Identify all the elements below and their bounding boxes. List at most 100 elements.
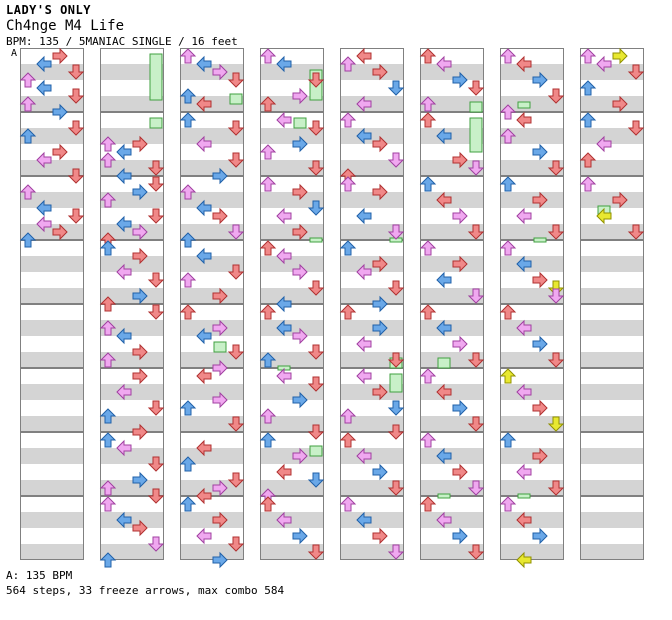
measure-box xyxy=(180,112,244,176)
beat-band xyxy=(340,208,404,224)
step-arrow xyxy=(387,224,405,240)
beat-band xyxy=(100,208,164,224)
beat-band xyxy=(180,528,244,544)
beat-band xyxy=(260,128,324,144)
step-arrow xyxy=(339,56,357,72)
freeze-arrow xyxy=(293,117,307,129)
step-arrow xyxy=(179,88,197,104)
step-arrow xyxy=(196,199,212,217)
measure-box xyxy=(260,432,324,496)
measure-box xyxy=(340,432,404,496)
step-arrow xyxy=(132,247,148,265)
beat-band xyxy=(340,96,404,112)
step-arrow xyxy=(499,104,517,120)
step-arrow xyxy=(307,72,325,88)
beat-band xyxy=(180,368,244,384)
step-arrow xyxy=(196,135,212,153)
beat-band xyxy=(100,304,164,320)
beat-band xyxy=(20,480,84,496)
beat-band xyxy=(260,208,324,224)
measure-box xyxy=(20,368,84,432)
step-arrow xyxy=(132,423,148,441)
step-arrow xyxy=(516,511,532,529)
step-arrow xyxy=(596,135,612,153)
step-arrow xyxy=(356,207,372,225)
step-arrow xyxy=(579,112,597,128)
step-arrow xyxy=(516,463,532,481)
beat-band xyxy=(500,192,564,208)
freeze-arrow xyxy=(149,117,163,129)
step-arrow xyxy=(532,335,548,353)
step-arrow xyxy=(516,319,532,337)
step-arrow xyxy=(627,64,645,80)
beat-band xyxy=(20,224,84,240)
step-arrow xyxy=(99,352,117,368)
measure-box xyxy=(180,368,244,432)
step-arrow xyxy=(36,215,52,233)
step-arrow xyxy=(387,400,405,416)
step-arrow xyxy=(99,136,117,152)
beat-band xyxy=(180,416,244,432)
beat-band xyxy=(20,320,84,336)
freeze-arrow xyxy=(437,493,451,499)
beat-band xyxy=(260,64,324,80)
step-arrow xyxy=(419,240,437,256)
measure-box xyxy=(500,48,564,112)
beat-band xyxy=(20,144,84,160)
step-arrow xyxy=(52,223,68,241)
step-arrow xyxy=(132,183,148,201)
step-arrow xyxy=(339,176,357,192)
step-arrow xyxy=(179,400,197,416)
step-arrow xyxy=(532,399,548,417)
step-arrow xyxy=(307,472,325,488)
measure-box xyxy=(340,304,404,368)
step-arrow xyxy=(36,79,52,97)
measure-box xyxy=(340,240,404,304)
beat-band xyxy=(260,384,324,400)
step-arrow xyxy=(67,168,85,184)
beat-band xyxy=(420,160,484,176)
beat-band xyxy=(260,304,324,320)
step-arrow xyxy=(259,96,277,112)
beat-band xyxy=(420,240,484,256)
step-arrow xyxy=(196,327,212,345)
beat-band xyxy=(260,448,324,464)
beat-band xyxy=(420,384,484,400)
beat-band xyxy=(580,208,644,224)
beat-band xyxy=(580,288,644,304)
bpm-note: A: 135 BPM xyxy=(6,569,73,582)
beat-band xyxy=(100,48,164,64)
beat-band xyxy=(20,528,84,544)
beat-band xyxy=(20,128,84,144)
beat-band xyxy=(20,368,84,384)
step-arrow xyxy=(259,304,277,320)
beat-band xyxy=(420,256,484,272)
beat-band xyxy=(100,240,164,256)
beat-band xyxy=(20,496,84,512)
beat-band xyxy=(420,464,484,480)
beat-band xyxy=(500,432,564,448)
step-arrow xyxy=(292,135,308,153)
beat-band xyxy=(500,240,564,256)
beat-band xyxy=(500,400,564,416)
step-arrow xyxy=(292,223,308,241)
beat-band xyxy=(180,496,244,512)
chart-column xyxy=(180,48,244,560)
step-arrow xyxy=(419,96,437,112)
step-arrow xyxy=(19,184,37,200)
step-arrow xyxy=(292,327,308,345)
step-arrow xyxy=(339,432,357,448)
beat-band xyxy=(20,384,84,400)
beat-band xyxy=(100,256,164,272)
beat-band xyxy=(500,128,564,144)
beat-band xyxy=(420,64,484,80)
beat-band xyxy=(100,128,164,144)
measure-box xyxy=(340,496,404,560)
beat-band xyxy=(180,272,244,288)
step-arrow xyxy=(356,47,372,65)
step-arrow xyxy=(67,88,85,104)
beat-band xyxy=(100,176,164,192)
step-arrow xyxy=(436,383,452,401)
beat-band xyxy=(260,48,324,64)
